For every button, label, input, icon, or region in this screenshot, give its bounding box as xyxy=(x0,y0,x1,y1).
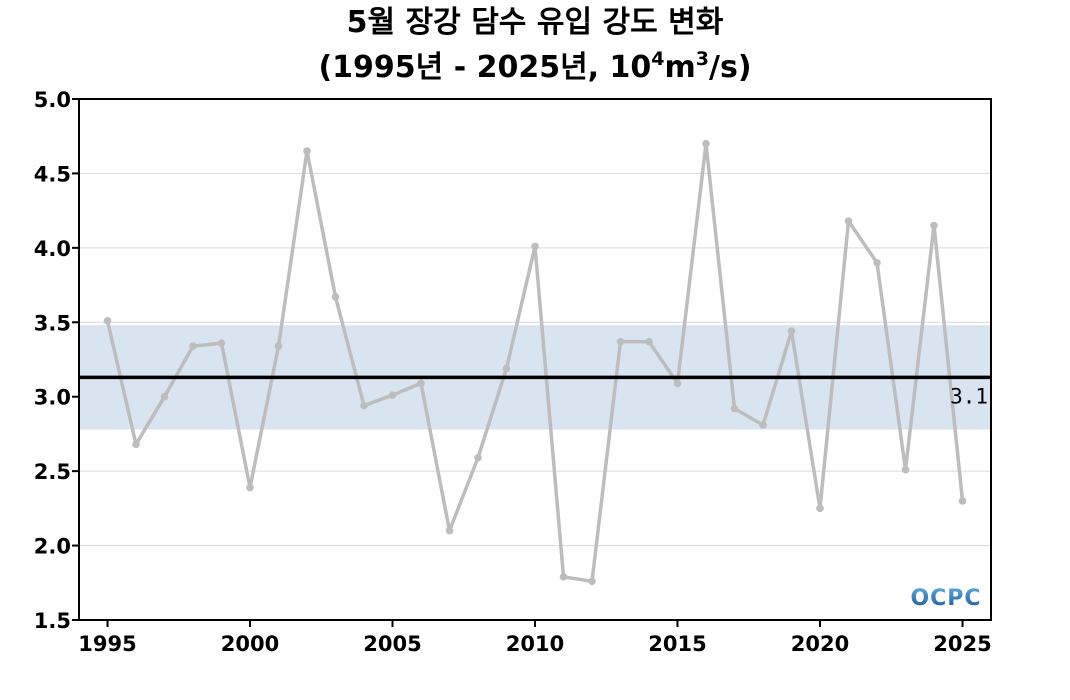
y-tick-label: 1.5 xyxy=(34,609,71,633)
data-point xyxy=(132,440,140,449)
x-tick-label: 2005 xyxy=(363,632,421,656)
y-tick-label: 3.0 xyxy=(34,386,71,410)
x-tick-label: 2000 xyxy=(221,632,279,656)
y-tick-label: 4.0 xyxy=(34,237,71,261)
data-point xyxy=(759,421,767,429)
y-tick-label: 2.0 xyxy=(34,535,71,559)
data-point xyxy=(559,573,568,581)
chart-title-line1: 5월 장강 담수 유입 강도 변화 xyxy=(347,5,724,40)
data-point xyxy=(958,497,967,505)
data-point xyxy=(930,221,938,230)
data-point xyxy=(388,391,397,400)
data-point xyxy=(103,316,112,325)
mean-label: 3.1 xyxy=(950,384,988,408)
data-point xyxy=(588,577,596,586)
y-tick-label: 5.0 xyxy=(34,88,71,112)
x-tick-label: 2025 xyxy=(933,632,991,656)
data-point xyxy=(445,526,454,535)
data-point xyxy=(730,404,739,413)
x-tick-label: 2010 xyxy=(506,632,564,656)
x-tick-label: 1995 xyxy=(78,632,136,656)
y-tick-label: 3.5 xyxy=(34,311,71,335)
data-point xyxy=(502,364,511,373)
data-point xyxy=(360,401,368,410)
data-point xyxy=(303,147,311,155)
y-tick-label: 4.5 xyxy=(34,162,71,186)
ocpc-logo: OCPC xyxy=(910,586,981,611)
data-point xyxy=(816,504,824,513)
data-point xyxy=(331,293,340,301)
data-point xyxy=(645,337,653,346)
y-tick-label: 2.5 xyxy=(34,460,71,484)
data-point xyxy=(702,139,710,148)
ocpc-logo-text: OCPC xyxy=(910,586,981,611)
x-tick-label: 2015 xyxy=(648,632,706,656)
x-tick-label: 2020 xyxy=(791,632,849,656)
data-point xyxy=(673,379,682,388)
data-point xyxy=(417,379,425,388)
data-point xyxy=(274,342,283,350)
data-point xyxy=(616,337,625,346)
data-point xyxy=(217,339,226,347)
series-layer xyxy=(103,139,967,586)
data-point xyxy=(901,465,910,474)
data-point xyxy=(246,483,254,492)
ticks-layer: 1.5 2.0 2.5 3.0 3.5 4.0 4.5 5.0 1995 2000 2005 2010… xyxy=(34,88,992,656)
data-point xyxy=(844,217,853,225)
data-point xyxy=(189,342,197,350)
mean-layer: 3.1 xyxy=(79,375,991,408)
data-point xyxy=(531,242,539,251)
data-point xyxy=(873,258,881,267)
data-point xyxy=(160,392,169,401)
chart-title-line2: (1995년 - 2025년, 104m3/s) xyxy=(318,48,751,85)
data-point xyxy=(787,327,796,336)
data-point xyxy=(474,453,482,462)
